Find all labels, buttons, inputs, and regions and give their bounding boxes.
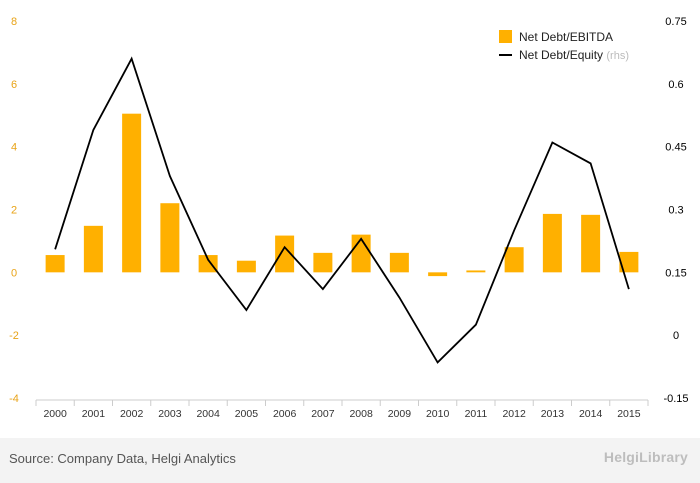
x-tick-label: 2000 bbox=[43, 408, 67, 420]
y-left-tick-label: 8 bbox=[11, 16, 17, 28]
y-right-tick-label: 0.3 bbox=[668, 205, 683, 217]
y-right-tick-label: -0.15 bbox=[663, 393, 688, 405]
x-tick-label: 2005 bbox=[235, 408, 259, 420]
combo-chart: 8 6 4 2 0 -2 -4 0.75 0.6 0.45 0.3 0.15 0 -0.15 2000 200… bbox=[9, 16, 688, 420]
y-right-tick-label: 0.15 bbox=[665, 267, 686, 279]
x-tick-label: 2001 bbox=[82, 408, 106, 420]
bar-net-debt-ebitda bbox=[236, 260, 256, 273]
bar-net-debt-ebitda bbox=[504, 247, 524, 273]
y-left-tick-label: 6 bbox=[11, 79, 17, 91]
legend-swatch-net-debt-ebitda bbox=[499, 30, 512, 43]
y-right-tick-label: 0.75 bbox=[665, 16, 686, 28]
y-left-tick-label: 2 bbox=[11, 205, 17, 217]
y-left-tick-label: -4 bbox=[9, 393, 19, 405]
x-tick-label: 2012 bbox=[502, 408, 526, 420]
bar-net-debt-ebitda bbox=[581, 214, 601, 273]
y-right-tick-label: 0.6 bbox=[668, 79, 683, 91]
bar-net-debt-ebitda bbox=[160, 203, 180, 273]
bar-net-debt-ebitda bbox=[122, 113, 142, 273]
y-left-tick-label: 4 bbox=[11, 142, 17, 154]
x-tick-label: 2003 bbox=[158, 408, 182, 420]
bar-net-debt-ebitda bbox=[45, 255, 65, 273]
x-tick-label: 2015 bbox=[617, 408, 641, 420]
footer-band bbox=[0, 438, 700, 483]
legend-rhs-suffix: (rhs) bbox=[606, 50, 629, 62]
y-left-tick-label: -2 bbox=[9, 330, 19, 342]
bar-net-debt-ebitda bbox=[619, 251, 639, 273]
bar-net-debt-ebitda bbox=[83, 225, 103, 273]
x-tick-label: 2011 bbox=[465, 408, 488, 420]
x-tick-label: 2008 bbox=[349, 408, 373, 420]
x-tick-label: 2014 bbox=[579, 408, 603, 420]
bar-net-debt-ebitda bbox=[389, 252, 409, 273]
x-tick-label: 2013 bbox=[541, 408, 565, 420]
y-right-tick-label: 0.45 bbox=[665, 142, 686, 154]
x-tick-label: 2009 bbox=[388, 408, 412, 420]
x-tick-label: 2002 bbox=[120, 408, 144, 420]
bar-net-debt-ebitda bbox=[275, 235, 295, 273]
line-net-debt-equity bbox=[54, 56, 630, 364]
x-tick-label: 2006 bbox=[273, 408, 297, 420]
bar-net-debt-ebitda bbox=[313, 252, 333, 273]
x-tick-label: 2010 bbox=[426, 408, 450, 420]
helgi-library-logo: HelgiLibrary bbox=[603, 449, 688, 465]
legend-label-net-debt-ebitda: Net Debt/EBITDA bbox=[519, 30, 613, 44]
bar-net-debt-ebitda bbox=[466, 270, 486, 273]
x-tick-label: 2007 bbox=[311, 408, 335, 420]
y-right-tick-label: 0 bbox=[673, 330, 679, 342]
x-tick-label: 2004 bbox=[196, 408, 220, 420]
bar-net-debt-ebitda bbox=[198, 255, 218, 273]
y-left-tick-label: 0 bbox=[11, 267, 17, 279]
source-note: Source: Company Data, Helgi Analytics bbox=[9, 451, 236, 466]
bar-net-debt-ebitda bbox=[428, 272, 448, 277]
legend-label-net-debt-equity: Net Debt/Equity (rhs) bbox=[519, 48, 629, 62]
bar-net-debt-ebitda bbox=[542, 213, 562, 273]
